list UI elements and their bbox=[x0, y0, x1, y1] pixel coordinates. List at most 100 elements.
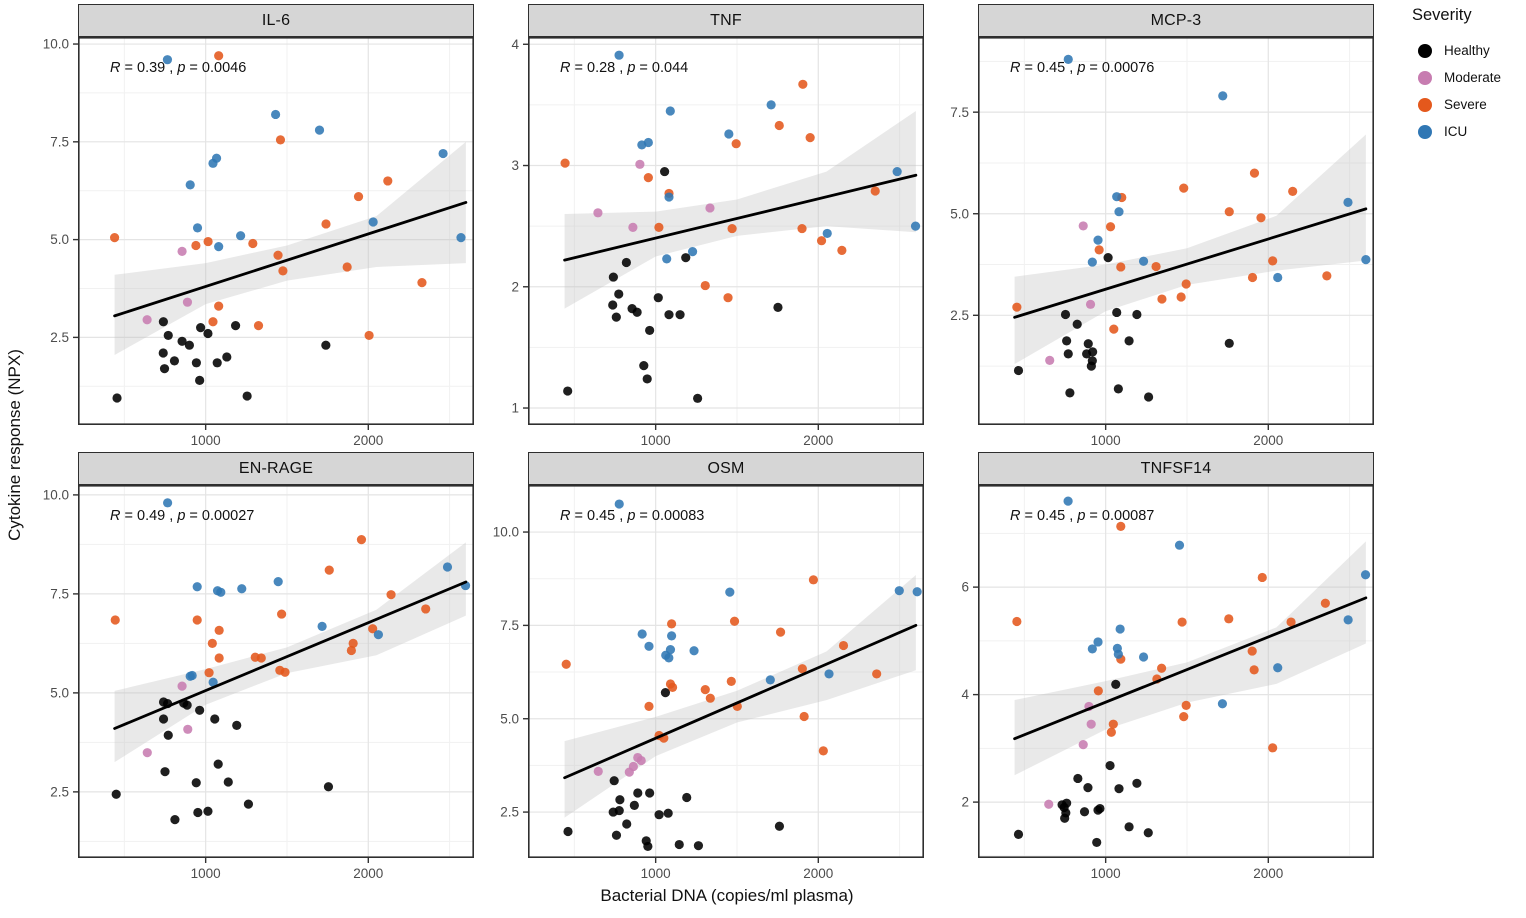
legend-item-healthy: Healthy bbox=[1412, 37, 1524, 64]
icu-dot-icon bbox=[1418, 124, 1432, 139]
moderate-dot-icon bbox=[1418, 70, 1432, 85]
legend-item-severe: Severe bbox=[1412, 91, 1524, 118]
svg-text:10.0: 10.0 bbox=[43, 487, 69, 502]
svg-text:1000: 1000 bbox=[641, 866, 671, 881]
p-value: = 0.044 bbox=[635, 60, 689, 76]
p-value: = 0.00087 bbox=[1085, 508, 1155, 524]
svg-text:2000: 2000 bbox=[803, 866, 833, 881]
svg-text:2.5: 2.5 bbox=[50, 330, 69, 345]
facet-strip: OSM bbox=[528, 452, 924, 485]
scatter-plot-il6: 2.5 5.0 7.5 10.0 1000 2000 bbox=[43, 37, 474, 448]
facet-strip: MCP-3 bbox=[978, 4, 1374, 37]
facet-title: TNFSF14 bbox=[1140, 459, 1212, 477]
r-symbol: R bbox=[1010, 60, 1021, 76]
p-symbol: p bbox=[627, 60, 636, 76]
facet-enrage: EN-RAGE 2.5 5.0 7.5 10.0 1000 2000 R = 0.49 ,… bbox=[26, 452, 478, 888]
severe-dot-icon bbox=[1418, 97, 1432, 112]
facet-il6: IL-6 2.5 5.0 7.5 10.0 1000 2000 R = 0.39 , p … bbox=[26, 4, 478, 453]
legend-label: ICU bbox=[1444, 124, 1468, 139]
p-value: = 0.00076 bbox=[1085, 60, 1155, 76]
svg-text:7.5: 7.5 bbox=[950, 105, 969, 120]
legend: Severity Healthy Moderate Severe ICU bbox=[1412, 6, 1524, 145]
svg-text:5.0: 5.0 bbox=[50, 685, 69, 700]
p-symbol: p bbox=[177, 60, 186, 76]
svg-text:4: 4 bbox=[511, 37, 519, 52]
svg-text:2000: 2000 bbox=[803, 433, 833, 448]
svg-text:2.5: 2.5 bbox=[950, 308, 969, 323]
svg-text:1: 1 bbox=[511, 401, 519, 416]
stat-annotation: R = 0.49 , p = 0.00027 bbox=[110, 508, 254, 524]
r-symbol: R bbox=[110, 60, 121, 76]
facet-title: MCP-3 bbox=[1150, 11, 1202, 29]
svg-text:7.5: 7.5 bbox=[50, 134, 69, 149]
legend-item-moderate: Moderate bbox=[1412, 64, 1524, 91]
r-symbol: R bbox=[560, 508, 571, 524]
facet-title: OSM bbox=[707, 459, 745, 477]
facet-strip: EN-RAGE bbox=[78, 452, 474, 485]
svg-text:7.5: 7.5 bbox=[500, 618, 519, 633]
svg-text:10.0: 10.0 bbox=[43, 37, 69, 52]
svg-text:4: 4 bbox=[961, 687, 969, 702]
p-symbol: p bbox=[1077, 60, 1086, 76]
facet-mcp3: MCP-3 2.5 5.0 7.5 1000 2000 R = 0.45 , p = 0… bbox=[926, 4, 1378, 453]
p-value: = 0.00083 bbox=[635, 508, 705, 524]
p-symbol: p bbox=[1077, 508, 1086, 524]
svg-text:5.0: 5.0 bbox=[50, 232, 69, 247]
r-symbol: R bbox=[560, 60, 571, 76]
facet-strip: TNF bbox=[528, 4, 924, 37]
stat-annotation: R = 0.39 , p = 0.0046 bbox=[110, 60, 246, 76]
scatter-plot-enrage: 2.5 5.0 7.5 10.0 1000 2000 bbox=[43, 485, 474, 881]
legend-title: Severity bbox=[1412, 6, 1472, 24]
facet-title: IL-6 bbox=[261, 11, 291, 29]
p-value: = 0.0046 bbox=[185, 60, 247, 76]
svg-text:1000: 1000 bbox=[641, 433, 671, 448]
r-symbol: R bbox=[1010, 508, 1021, 524]
stat-annotation: R = 0.28 , p = 0.044 bbox=[560, 60, 688, 76]
facet-osm: OSM 2.5 5.0 7.5 10.0 1000 2000 R = 0.45 , p =… bbox=[476, 452, 928, 888]
r-symbol: R bbox=[110, 508, 121, 524]
r-value: = 0.49 , bbox=[120, 508, 178, 524]
svg-text:1000: 1000 bbox=[1091, 433, 1121, 448]
svg-text:5.0: 5.0 bbox=[950, 206, 969, 221]
p-symbol: p bbox=[177, 508, 186, 524]
svg-text:2.5: 2.5 bbox=[50, 784, 69, 799]
legend-item-icu: ICU bbox=[1412, 118, 1524, 145]
r-value: = 0.39 , bbox=[120, 60, 178, 76]
scatter-plot-tnf: 1 2 3 4 1000 2000 bbox=[511, 37, 924, 448]
scatter-plot-tnfsf14: 2 4 6 1000 2000 bbox=[961, 485, 1374, 881]
facet-tnf: TNF 1 2 3 4 1000 2000 R = 0.28 , p = 0.044 bbox=[476, 4, 928, 453]
svg-text:3: 3 bbox=[511, 158, 519, 173]
svg-text:1000: 1000 bbox=[191, 866, 221, 881]
p-symbol: p bbox=[627, 508, 636, 524]
scatter-plot-osm: 2.5 5.0 7.5 10.0 1000 2000 bbox=[493, 485, 924, 881]
facet-title: EN-RAGE bbox=[238, 459, 314, 477]
r-value: = 0.45 , bbox=[570, 508, 628, 524]
facet-tnfsf14: TNFSF14 2 4 6 1000 2000 R = 0.45 , p = 0.000… bbox=[926, 452, 1378, 888]
legend-label: Healthy bbox=[1444, 43, 1490, 58]
x-axis-title: Bacterial DNA (copies/ml plasma) bbox=[600, 886, 854, 905]
r-value: = 0.28 , bbox=[570, 60, 628, 76]
y-axis-title: Cytokine response (NPX) bbox=[5, 349, 24, 541]
svg-text:2: 2 bbox=[961, 795, 969, 810]
svg-text:2000: 2000 bbox=[353, 433, 383, 448]
svg-text:2000: 2000 bbox=[353, 866, 383, 881]
svg-text:5.0: 5.0 bbox=[500, 711, 519, 726]
facet-strip: IL-6 bbox=[78, 4, 474, 37]
svg-text:2000: 2000 bbox=[1253, 433, 1283, 448]
p-value: = 0.00027 bbox=[185, 508, 255, 524]
legend-label: Severe bbox=[1444, 97, 1487, 112]
healthy-dot-icon bbox=[1418, 43, 1432, 58]
r-value: = 0.45 , bbox=[1020, 60, 1078, 76]
svg-text:1000: 1000 bbox=[191, 433, 221, 448]
legend-label: Moderate bbox=[1444, 70, 1502, 85]
facet-strip: TNFSF14 bbox=[978, 452, 1374, 485]
svg-text:1000: 1000 bbox=[1091, 866, 1121, 881]
svg-text:10.0: 10.0 bbox=[493, 525, 519, 540]
stat-annotation: R = 0.45 , p = 0.00083 bbox=[560, 508, 704, 524]
scatter-plot-mcp3: 2.5 5.0 7.5 1000 2000 bbox=[950, 37, 1374, 448]
svg-text:2.5: 2.5 bbox=[500, 805, 519, 820]
svg-text:7.5: 7.5 bbox=[50, 586, 69, 601]
r-value: = 0.45 , bbox=[1020, 508, 1078, 524]
svg-text:6: 6 bbox=[961, 580, 969, 595]
